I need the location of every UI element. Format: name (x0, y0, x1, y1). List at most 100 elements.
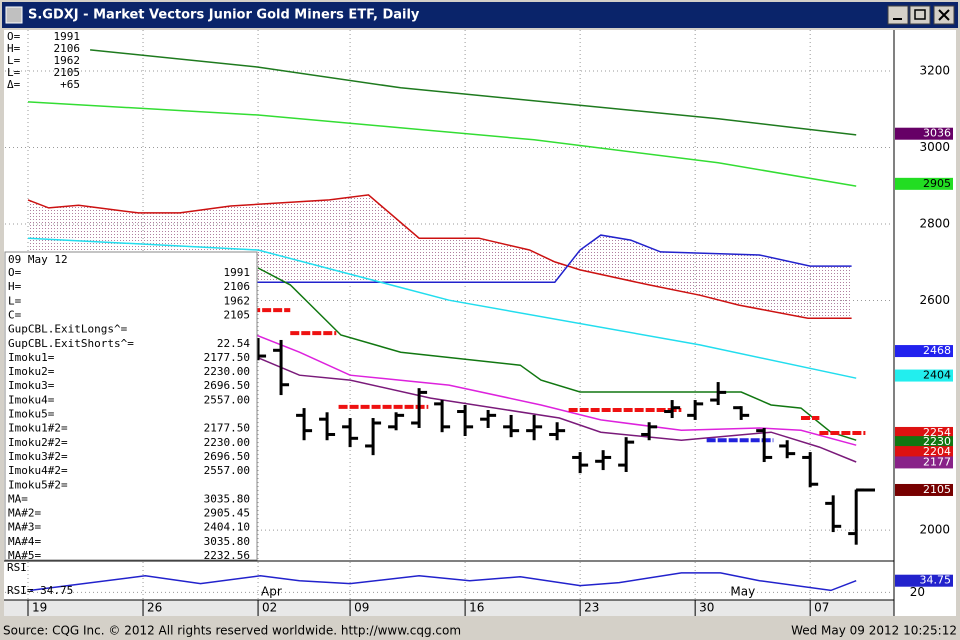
indicator-line (257, 267, 857, 441)
price-tag-label: 2230 (923, 435, 951, 448)
rsi-tick-label: 20 (910, 585, 925, 599)
month-label: Apr (261, 585, 282, 599)
price-tag (895, 127, 953, 140)
y-tick-label: 2000 (919, 523, 950, 537)
maximize-icon (914, 9, 926, 20)
data-window (4, 251, 258, 561)
x-tick-label: 30 (699, 601, 714, 615)
price-tag (895, 426, 953, 439)
info-key: L= (7, 54, 21, 67)
data-window-key: GupCBL.ExitShorts^= (8, 337, 134, 350)
info-key: Δ= (7, 78, 21, 91)
info-value: 1962 (54, 54, 81, 67)
data-window-value: 2404.10 (204, 521, 250, 534)
title-bar (2, 2, 958, 28)
x-tick-label: 02 (262, 601, 277, 615)
data-window-key: Imoku3#2= (8, 450, 68, 463)
price-tag-label: 2468 (923, 344, 951, 357)
cloud-lower (28, 234, 852, 283)
x-tick-label: 16 (469, 601, 484, 615)
x-tick-label: 23 (584, 601, 599, 615)
price-tag (895, 446, 953, 459)
data-window-value: 2905.45 (204, 507, 250, 520)
data-window-key: Imoku3= (8, 379, 55, 392)
data-window-key: Imoku4#2= (8, 464, 68, 477)
price-tag (895, 177, 953, 190)
data-window-value: 2106 (224, 280, 251, 293)
price-tag (895, 345, 953, 358)
data-window-key: GupCBL.ExitLongs^= (8, 323, 128, 336)
window-title: S.GDXJ - Market Vectors Junior Gold Mine… (28, 8, 420, 23)
minimize-button[interactable] (887, 5, 909, 25)
date-axis (4, 600, 894, 616)
data-window-value: 3035.80 (204, 492, 250, 505)
price-tag-label: 2105 (923, 483, 951, 496)
price-tag-label: 2404 (923, 369, 951, 382)
info-value: 2105 (54, 66, 81, 79)
data-window-value: 1991 (224, 266, 251, 279)
price-tag-label: 2204 (923, 445, 951, 458)
indicator-line (27, 237, 857, 379)
rsi-line (30, 572, 857, 592)
price-tag (895, 483, 953, 496)
data-window-value: 2230.00 (204, 436, 250, 449)
plot: 2000 2600 2800 3000 3200 19 26 02 09 16 23 30 07 Apr M… (4, 30, 953, 616)
data-window-value: 22.54 (217, 337, 250, 350)
close-icon (938, 9, 950, 21)
data-window-key: MA#2= (8, 507, 41, 520)
data-window-value: 2696.50 (204, 450, 250, 463)
price-tag-label: 2177 (923, 455, 951, 468)
indicator-line (250, 354, 857, 463)
app-icon (5, 6, 23, 24)
indicator-line (27, 101, 857, 187)
month-label: May (730, 585, 755, 599)
rsi-readout: RSI= 34.75 (7, 584, 73, 597)
data-window-key: H= (8, 280, 22, 293)
price-tag-label: 2254 (923, 426, 951, 439)
data-window-value: 3035.80 (204, 535, 250, 548)
indicator-line (90, 49, 857, 136)
price-tag (895, 456, 953, 469)
info-key: L= (7, 66, 21, 79)
info-value: 1991 (54, 30, 81, 43)
data-window-value: 2177.50 (204, 422, 250, 435)
rsi-label: RSI (7, 561, 27, 574)
rsi-tag (895, 574, 953, 587)
data-window-key: O= (8, 266, 22, 279)
data-window-key: Imoku2#2= (8, 436, 68, 449)
window-buttons (887, 5, 955, 25)
data-window-key: MA#5= (8, 549, 41, 562)
info-key: H= (7, 42, 21, 55)
data-window-key: C= (8, 308, 22, 321)
data-window-key: Imoku5= (8, 408, 55, 421)
data-window-value: 2696.50 (204, 379, 250, 392)
data-window-key: MA= (8, 492, 28, 505)
data-window-header: 09 May 12 (8, 253, 68, 266)
cloud-upper (27, 194, 852, 319)
y-tick-label: 2600 (919, 293, 950, 307)
y-tick-label: 3200 (919, 63, 950, 77)
info-value: +65 (60, 78, 80, 91)
price-tag (895, 436, 953, 449)
data-window-key: Imoku1= (8, 351, 55, 364)
data-window-value: 2557.00 (204, 464, 250, 477)
data-window-value: 2557.00 (204, 393, 250, 406)
info-key: O= (7, 30, 21, 43)
cloud-fill (28, 194, 852, 319)
price-tag (895, 369, 953, 382)
maximize-button[interactable] (909, 5, 931, 25)
y-tick-label: 2800 (919, 217, 950, 231)
data-window-key: MA#3= (8, 521, 41, 534)
footer-source: Source: CQG Inc. © 2012 All rights reser… (3, 624, 461, 638)
data-window-key: Imoku5#2= (8, 478, 68, 491)
info-value: 2106 (54, 42, 81, 55)
data-window-value: 2105 (224, 308, 251, 321)
x-tick-label: 19 (32, 601, 47, 615)
indicator-line (250, 332, 857, 446)
data-window-key: L= (8, 294, 22, 307)
x-tick-label: 26 (147, 601, 162, 615)
data-window-key: Imoku2= (8, 365, 55, 378)
x-tick-label: 07 (814, 601, 829, 615)
data-window-value: 2232.56 (204, 549, 250, 562)
